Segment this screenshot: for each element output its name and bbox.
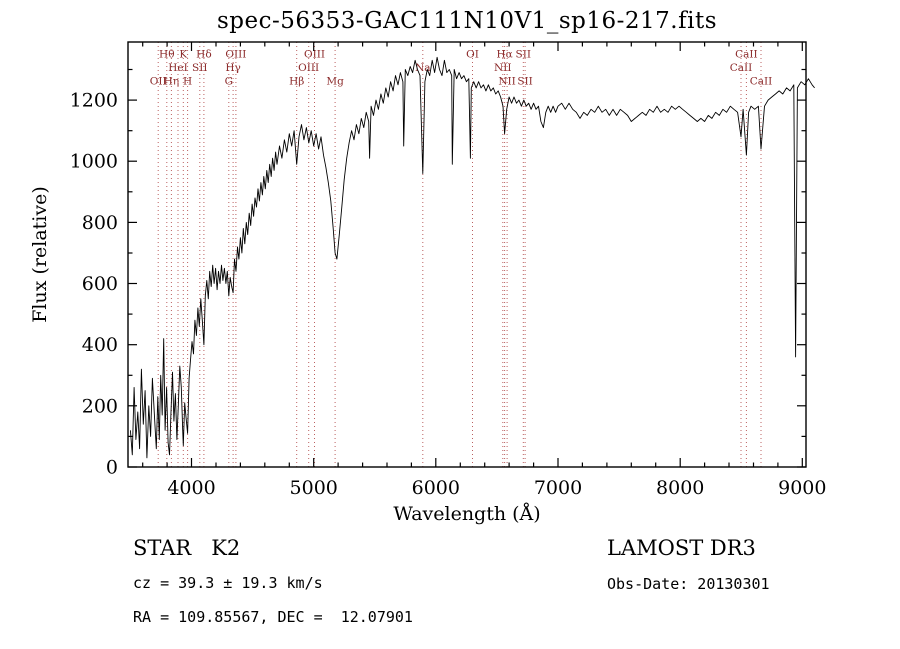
spectral-line-label: OIII [225,49,246,61]
y-tick-label: 200 [82,395,118,417]
object-classification: STAR K2 [133,536,241,560]
y-tick-label: 600 [82,273,118,295]
observation-date-text: Obs-Date: 20130301 [607,575,770,593]
spectrum-trace [129,56,815,459]
spectral-line-label: OI [466,49,479,61]
spectral-line-label: K [179,49,187,61]
spectral-line-label: G [225,76,233,88]
x-tick-label: 5000 [290,477,338,499]
spectral-line-label: NII [494,62,511,74]
x-axis-label: Wavelength (Å) [393,503,540,525]
spectral-line-label: H [183,76,192,88]
spectral-line-label: CaII [750,76,773,88]
plot-frame [127,41,807,468]
spectral-line-label: OII [150,76,167,88]
spectral-line-label: Hβ [289,76,304,88]
spectral-line-label: Hα [496,49,512,61]
x-tick-label: 7000 [534,477,582,499]
spectral-line-label: CaII [730,62,753,74]
y-tick-label: 1200 [70,90,118,112]
spectral-line-label: OIII [304,49,325,61]
x-tick-label: 9000 [778,477,826,499]
spectral-line-label: Hθ [159,49,174,61]
survey-release-label: LAMOST DR3 [607,536,756,560]
spectral-line-label: Mg [326,76,344,88]
y-tick-label: 400 [82,334,118,356]
x-tick-label: 4000 [167,477,215,499]
y-axis-label: Flux (relative) [29,186,51,323]
spectral-line-label: SII [517,76,533,88]
y-tick-label: 0 [106,457,118,479]
coordinates-text: RA = 109.85567, DEC = 12.07901 [133,608,413,626]
spectral-line-label: Hη [164,76,179,88]
spectral-line-label: Hδ [196,49,211,61]
spectral-line-label: SII [516,49,532,61]
x-tick-label: 8000 [656,477,704,499]
x-tick-label: 6000 [412,477,460,499]
spectral-line-label: CaII [735,49,758,61]
spectral-line-label: NII [498,76,515,88]
y-tick-label: 800 [82,212,118,234]
spectral-line-label: OIII [298,62,319,74]
y-tick-label: 1000 [70,151,118,173]
plot-title: spec-56353-GAC111N10V1_sp16-217.fits [216,8,718,34]
spectral-line-label: Hγ [225,62,240,74]
spectral-line-label: SII [192,62,208,74]
spectral-line-label: HeI [168,62,188,74]
radial-velocity-text: cz = 39.3 ± 19.3 km/s [133,574,323,592]
